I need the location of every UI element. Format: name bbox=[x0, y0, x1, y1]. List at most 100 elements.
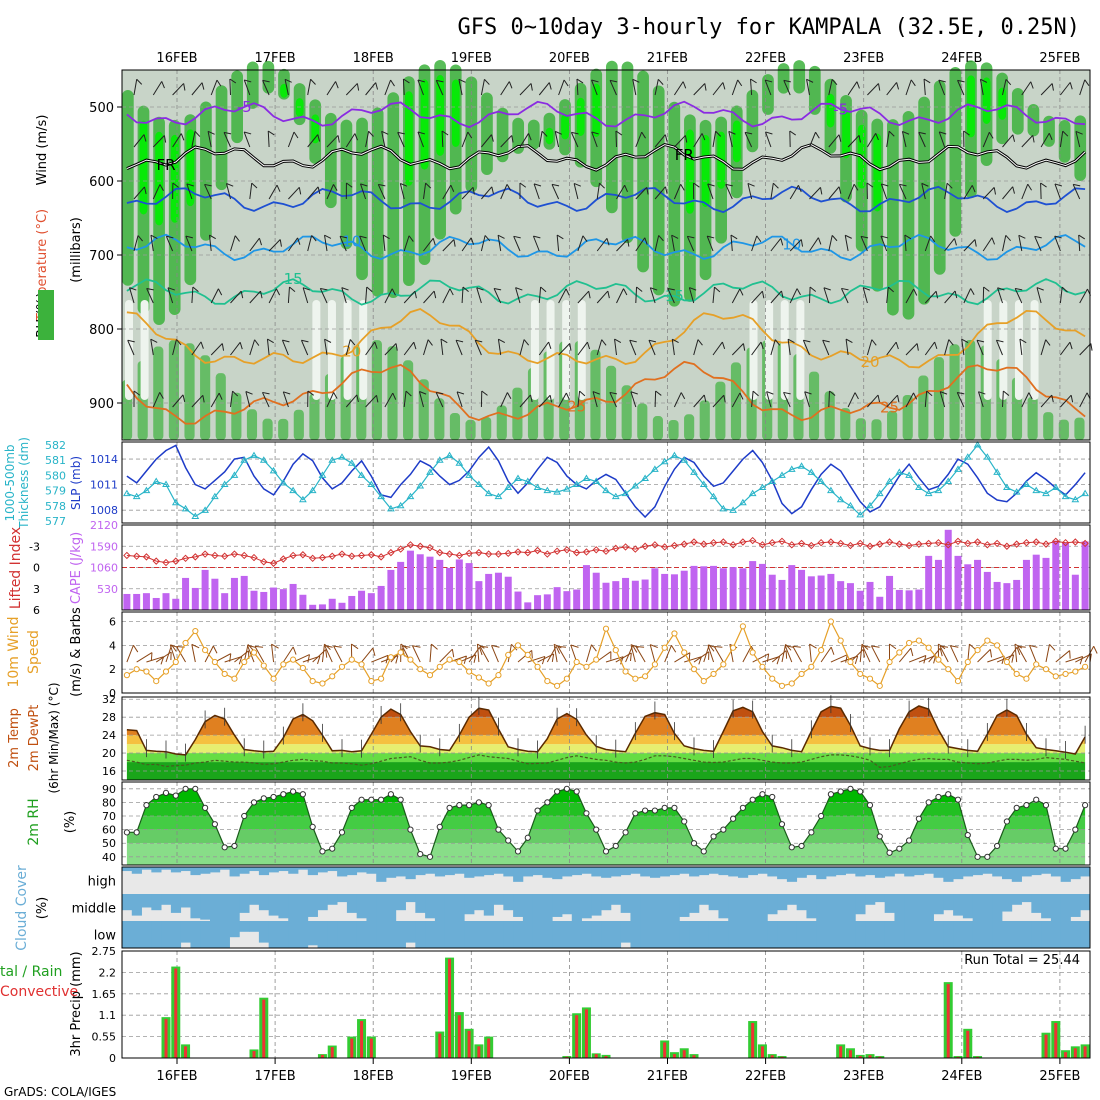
wind-barb bbox=[822, 340, 830, 356]
wind-barb-flag bbox=[1015, 287, 1023, 291]
rh-marker bbox=[299, 791, 306, 798]
cloud-cell-high bbox=[894, 867, 905, 874]
rh-marker bbox=[348, 804, 355, 811]
wind-barb bbox=[556, 235, 560, 252]
thickness-marker bbox=[1051, 483, 1060, 491]
li-marker bbox=[475, 548, 483, 557]
wind-barb bbox=[513, 236, 521, 252]
wind-barb bbox=[1079, 392, 1088, 408]
wind-barb-flag bbox=[381, 130, 389, 135]
rh-cell-low bbox=[855, 418, 866, 440]
cloud-cell-low bbox=[855, 921, 866, 948]
cloud-cell-middle bbox=[855, 894, 866, 915]
wind-tick-label: 4 bbox=[109, 639, 116, 652]
top-date-label: 16FEB bbox=[156, 51, 197, 66]
rh-marker bbox=[1042, 802, 1050, 809]
wind-barb-flag bbox=[375, 82, 379, 90]
wind-barb-flag bbox=[217, 288, 223, 296]
cape-bar bbox=[905, 590, 913, 610]
wind-barb-flag bbox=[957, 79, 965, 83]
wind-barb bbox=[860, 236, 868, 252]
wind-barb bbox=[949, 645, 959, 663]
wind-barb-flag bbox=[680, 392, 686, 400]
wind-barb bbox=[921, 183, 926, 200]
wind-barb bbox=[596, 290, 609, 304]
wind-barb bbox=[266, 339, 270, 356]
precip-conv-bar bbox=[858, 1056, 862, 1058]
cloud-cell-low bbox=[923, 921, 934, 948]
wind-barb-flag bbox=[150, 652, 153, 661]
wind-barb bbox=[403, 391, 407, 408]
rh-marker bbox=[495, 826, 502, 833]
cloud-cell-low bbox=[571, 921, 582, 948]
cloud-cell-low bbox=[268, 921, 279, 948]
thickness-marker bbox=[748, 489, 757, 497]
thickness-marker bbox=[680, 456, 689, 463]
rh-cell-low bbox=[887, 410, 898, 440]
wind-barb-flag bbox=[830, 646, 835, 655]
cape-bar bbox=[318, 604, 326, 610]
wind-barb-flag bbox=[491, 134, 494, 142]
wind-barb-flag bbox=[988, 131, 994, 139]
thickness-marker bbox=[651, 465, 659, 472]
wind-barb-flag bbox=[136, 78, 143, 85]
cape-tick-label: 2120 bbox=[90, 519, 118, 532]
wind-barb bbox=[823, 287, 830, 304]
cape-bar bbox=[133, 593, 141, 610]
li-marker bbox=[484, 550, 493, 558]
rh-marker bbox=[915, 815, 922, 822]
cloud-cell-middle bbox=[845, 894, 856, 921]
wind-marker bbox=[769, 675, 776, 682]
cloud-cell-high bbox=[738, 867, 749, 878]
wind-barb-flag bbox=[1040, 182, 1047, 188]
wind-marker bbox=[446, 656, 453, 663]
rh-cell bbox=[808, 65, 821, 115]
wind-barb bbox=[1040, 339, 1047, 356]
rh-marker bbox=[876, 833, 883, 840]
wind-barb bbox=[649, 644, 656, 663]
rh-marker bbox=[329, 845, 336, 852]
cloud-cell-middle bbox=[356, 894, 367, 919]
wind-barb-flag bbox=[704, 83, 707, 91]
cloud-cell-high bbox=[337, 867, 348, 877]
rh-cell-low bbox=[403, 360, 414, 440]
wind-barb-flag bbox=[582, 235, 588, 242]
wind-barb bbox=[845, 339, 849, 356]
bottom-date-label: 24FEB bbox=[941, 1069, 982, 1084]
wind-barb bbox=[1002, 79, 1007, 96]
wind-barb-flag bbox=[519, 182, 527, 188]
wind-barb-flag bbox=[476, 287, 484, 291]
cloud-cell-low bbox=[552, 921, 563, 948]
wind-barb-flag bbox=[557, 645, 567, 648]
wind-marker bbox=[661, 644, 668, 651]
wind-barb-flag bbox=[1061, 286, 1068, 293]
wind-barb-flag bbox=[806, 78, 814, 83]
li-marker bbox=[788, 541, 796, 549]
wind-barb-flag bbox=[856, 81, 860, 89]
rh-dry-pocket bbox=[749, 300, 758, 400]
rh-marker bbox=[642, 807, 649, 814]
cloud-cell-middle bbox=[210, 894, 221, 921]
wind-barb bbox=[591, 131, 598, 148]
cloud-cell-middle bbox=[1050, 894, 1062, 921]
wind-barb bbox=[527, 655, 546, 663]
rh-marker bbox=[202, 804, 209, 811]
wind-barb bbox=[442, 288, 451, 304]
wind-barb bbox=[519, 339, 525, 356]
rh-cell bbox=[933, 80, 946, 275]
wind-barb-flag bbox=[723, 395, 726, 403]
top-date-label: 22FEB bbox=[745, 51, 786, 66]
rh-marker bbox=[994, 842, 1001, 850]
cloud-cell-low bbox=[464, 921, 475, 948]
li-tick-label: -3 bbox=[29, 540, 40, 553]
cape-bar bbox=[475, 581, 483, 610]
rh-marker bbox=[573, 788, 580, 795]
cloud-cell-high bbox=[131, 867, 142, 874]
wind-barb bbox=[867, 83, 879, 96]
wind-barb bbox=[461, 131, 469, 148]
thickness-marker bbox=[484, 489, 493, 497]
wind-barb bbox=[480, 79, 485, 96]
cloud-cell-middle bbox=[288, 894, 299, 921]
li-marker bbox=[543, 550, 552, 558]
